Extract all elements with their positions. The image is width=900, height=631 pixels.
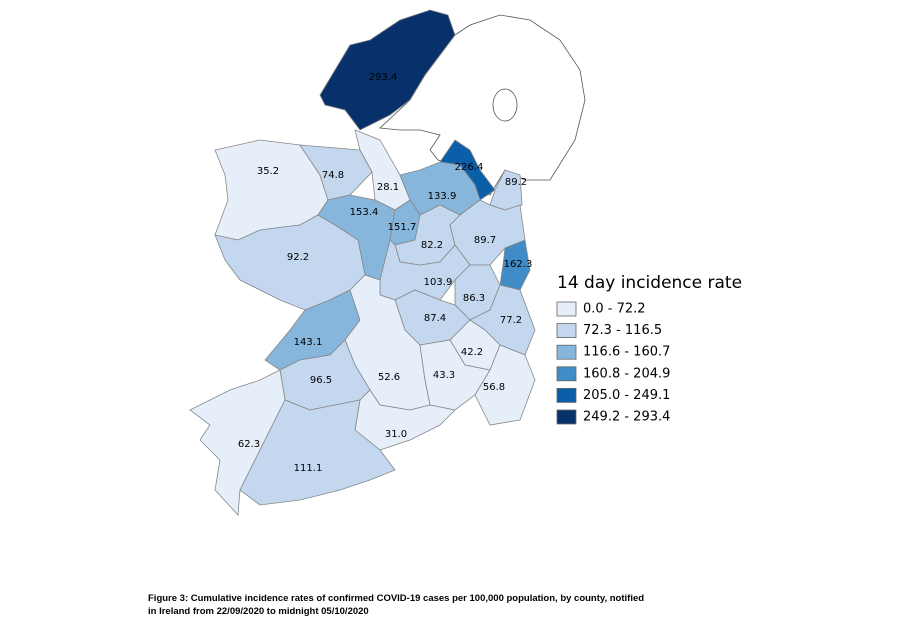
- legend-swatch: [556, 366, 577, 382]
- county-label: 133.9: [428, 191, 457, 202]
- legend-swatch: [556, 301, 577, 317]
- county-label: 151.7: [388, 222, 417, 233]
- county-label: 77.2: [500, 315, 522, 326]
- legend-label: 205.0 - 249.1: [583, 388, 670, 403]
- legend-swatch: [556, 323, 577, 339]
- county-label: 226.4: [455, 162, 484, 173]
- legend: 0.0 - 72.2 72.3 - 116.5 116.6 - 160.7 160.8…: [556, 301, 670, 425]
- legend-swatch: [556, 344, 577, 360]
- county-label: 92.2: [287, 252, 309, 263]
- county-label: 96.5: [310, 375, 332, 386]
- county-label: 153.4: [350, 207, 379, 218]
- legend-label: 0.0 - 72.2: [583, 302, 646, 317]
- county-label: 86.3: [463, 293, 485, 304]
- caption: Figure 3: Cumulative incidence rates of …: [148, 593, 644, 604]
- county: [319, 9, 456, 131]
- county-label: 143.1: [294, 337, 323, 348]
- county-label: 293.4: [369, 72, 398, 83]
- legend-swatch: [556, 387, 577, 403]
- county-label: 52.6: [378, 372, 400, 383]
- county-label: 42.2: [461, 347, 483, 358]
- county-label: 82.2: [421, 240, 443, 251]
- county-label: 56.8: [483, 382, 505, 393]
- county-label: 35.2: [257, 166, 279, 177]
- legend-label: 160.8 - 204.9: [583, 366, 670, 381]
- county-label: 111.1: [294, 463, 323, 474]
- county-label: 43.3: [433, 370, 455, 381]
- county: [239, 399, 396, 506]
- county-label: 31.0: [385, 429, 407, 440]
- legend-label: 72.3 - 116.5: [583, 323, 662, 338]
- caption: in Ireland from 22/09/2020 to midnight 0…: [148, 606, 369, 617]
- counties: 293.4 35.2 74.8 28.1 226.4 133.9 89.2 153.4 151.…: [189, 9, 536, 516]
- county-label: 89.7: [474, 235, 496, 246]
- lough-neagh: [492, 88, 518, 122]
- county-label: 89.2: [505, 177, 527, 188]
- county-label: 87.4: [424, 313, 446, 324]
- county: [474, 344, 536, 426]
- county-label: 162.3: [504, 259, 533, 270]
- county-label: 74.8: [322, 170, 344, 181]
- county-label: 62.3: [238, 439, 260, 450]
- legend-swatch: [556, 409, 577, 425]
- legend-label: 249.2 - 293.4: [583, 410, 670, 425]
- legend-title: 14 day incidence rate: [557, 273, 742, 293]
- county-label: 28.1: [377, 182, 399, 193]
- legend-label: 116.6 - 160.7: [583, 345, 670, 360]
- county-label: 103.9: [424, 277, 453, 288]
